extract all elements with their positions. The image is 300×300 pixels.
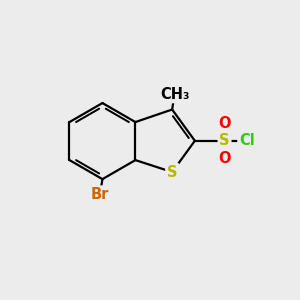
Text: O: O [218,116,231,131]
Text: S: S [219,133,230,148]
Text: O: O [218,151,231,166]
Text: Cl: Cl [239,133,255,148]
Text: Br: Br [91,187,109,202]
Text: CH₃: CH₃ [160,87,189,102]
Text: S: S [167,164,177,179]
